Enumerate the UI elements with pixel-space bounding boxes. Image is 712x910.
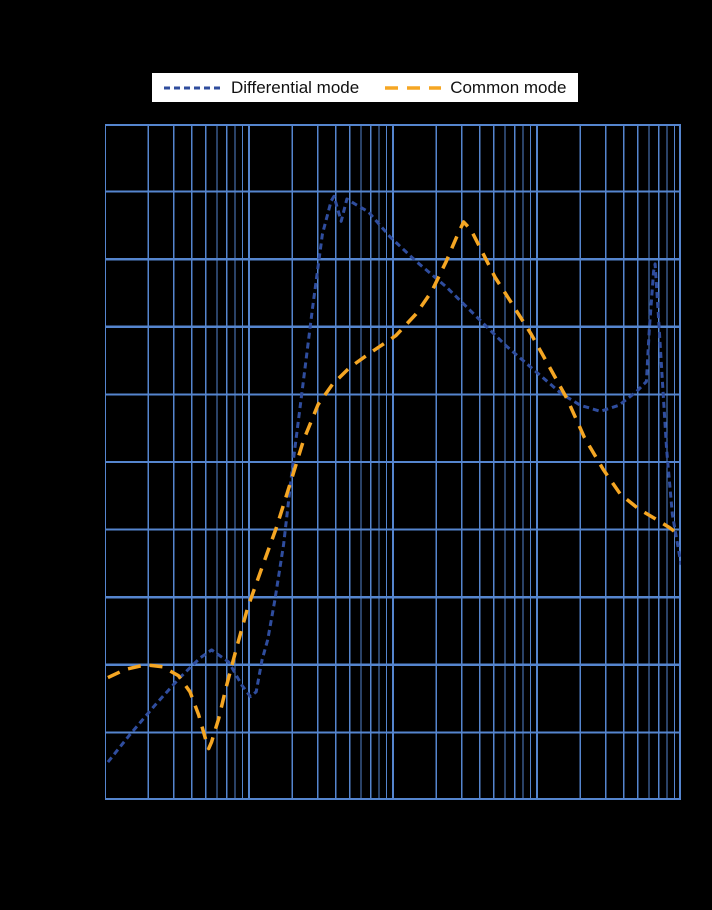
plot-area xyxy=(105,124,681,801)
legend-dash-differential-mode-icon xyxy=(164,86,222,89)
legend-label-common-mode: Common mode xyxy=(450,78,567,97)
legend-dash-common-mode-icon xyxy=(385,85,442,90)
legend: Differential mode Common mode xyxy=(152,73,579,102)
legend-label-differential-mode: Differential mode xyxy=(231,78,360,97)
